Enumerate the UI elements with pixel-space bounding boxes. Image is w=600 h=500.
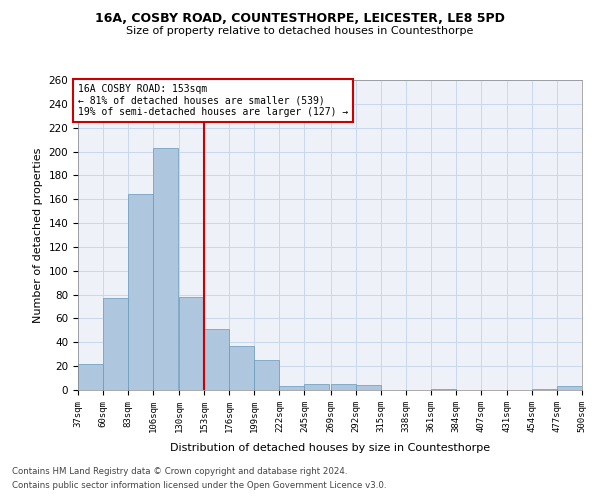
- Bar: [557, 386, 582, 390]
- Text: 16A COSBY ROAD: 153sqm
← 81% of detached houses are smaller (539)
19% of semi-de: 16A COSBY ROAD: 153sqm ← 81% of detached…: [78, 84, 348, 117]
- Bar: [356, 385, 380, 390]
- Bar: [78, 364, 103, 390]
- Bar: [204, 329, 229, 390]
- Bar: [431, 389, 456, 390]
- Text: Contains public sector information licensed under the Open Government Licence v3: Contains public sector information licen…: [12, 481, 386, 490]
- Text: Size of property relative to detached houses in Countesthorpe: Size of property relative to detached ho…: [127, 26, 473, 36]
- Bar: [128, 194, 153, 390]
- Y-axis label: Number of detached properties: Number of detached properties: [33, 148, 43, 322]
- Bar: [304, 384, 329, 390]
- Bar: [280, 386, 304, 390]
- Bar: [254, 360, 280, 390]
- Bar: [229, 346, 254, 390]
- Bar: [153, 148, 178, 390]
- Bar: [179, 297, 204, 390]
- Bar: [532, 389, 557, 390]
- X-axis label: Distribution of detached houses by size in Countesthorpe: Distribution of detached houses by size …: [170, 443, 490, 453]
- Text: 16A, COSBY ROAD, COUNTESTHORPE, LEICESTER, LE8 5PD: 16A, COSBY ROAD, COUNTESTHORPE, LEICESTE…: [95, 12, 505, 26]
- Bar: [103, 298, 128, 390]
- Text: Contains HM Land Registry data © Crown copyright and database right 2024.: Contains HM Land Registry data © Crown c…: [12, 467, 347, 476]
- Bar: [331, 384, 356, 390]
